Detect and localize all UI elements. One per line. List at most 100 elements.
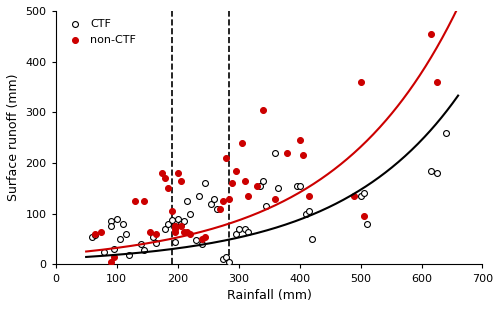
CTF (292, 184, 300, 188)
CTF (88, 234, 96, 239)
non-CTF (232, 168, 239, 173)
CTF (176, 222, 184, 226)
non-CTF (170, 224, 178, 229)
non-CTF (284, 150, 292, 155)
CTF (433, 171, 441, 176)
Y-axis label: Surface runoff (mm): Surface runoff (mm) (7, 74, 20, 201)
CTF (137, 242, 145, 247)
CTF (180, 219, 188, 224)
non-CTF (186, 231, 194, 236)
CTF (304, 209, 312, 214)
non-CTF (220, 199, 228, 204)
non-CTF (296, 138, 304, 143)
CTF (207, 201, 215, 206)
non-CTF (356, 79, 364, 84)
CTF (259, 178, 267, 183)
CTF (168, 217, 175, 222)
CTF (186, 211, 194, 216)
non-CTF (131, 199, 139, 204)
non-CTF (152, 231, 160, 236)
non-CTF (162, 176, 170, 181)
CTF (240, 226, 248, 231)
CTF (244, 229, 252, 234)
CTF (222, 254, 230, 259)
non-CTF (201, 234, 209, 239)
CTF (125, 253, 133, 258)
CTF (262, 204, 270, 209)
CTF (308, 237, 316, 242)
non-CTF (253, 184, 261, 188)
non-CTF (92, 231, 100, 236)
CTF (226, 260, 234, 265)
non-CTF (170, 226, 178, 231)
CTF (195, 193, 203, 198)
CTF (210, 196, 218, 201)
non-CTF (304, 193, 312, 198)
non-CTF (140, 199, 148, 204)
non-CTF (176, 178, 184, 183)
Legend: CTF, non-CTF: CTF, non-CTF (61, 16, 138, 48)
CTF (442, 130, 450, 135)
non-CTF (146, 229, 154, 234)
non-CTF (98, 229, 106, 234)
non-CTF (228, 181, 236, 186)
CTF (116, 237, 124, 242)
non-CTF (216, 206, 224, 211)
CTF (234, 226, 242, 231)
CTF (112, 216, 120, 221)
CTF (356, 193, 364, 198)
non-CTF (174, 171, 182, 176)
non-CTF (240, 178, 248, 183)
CTF (164, 222, 172, 226)
non-CTF (259, 107, 267, 112)
X-axis label: Rainfall (mm): Rainfall (mm) (226, 289, 312, 302)
non-CTF (168, 209, 175, 214)
CTF (100, 249, 108, 254)
non-CTF (164, 186, 172, 191)
CTF (106, 224, 114, 229)
CTF (140, 248, 148, 253)
non-CTF (183, 229, 191, 234)
CTF (360, 191, 368, 196)
CTF (162, 226, 170, 231)
CTF (201, 181, 209, 186)
CTF (192, 238, 200, 243)
CTF (92, 233, 100, 238)
non-CTF (110, 254, 118, 259)
CTF (183, 199, 191, 204)
CTF (118, 222, 126, 226)
CTF (296, 184, 304, 188)
CTF (362, 222, 370, 226)
non-CTF (106, 260, 114, 265)
non-CTF (158, 171, 166, 176)
CTF (152, 241, 160, 246)
CTF (198, 242, 206, 247)
CTF (274, 186, 282, 191)
non-CTF (350, 193, 358, 198)
CTF (213, 206, 221, 211)
non-CTF (244, 193, 252, 198)
CTF (220, 257, 228, 262)
non-CTF (433, 79, 441, 84)
non-CTF (222, 155, 230, 160)
CTF (426, 168, 434, 173)
CTF (170, 239, 178, 244)
CTF (174, 216, 182, 221)
CTF (122, 231, 130, 236)
CTF (170, 224, 178, 229)
CTF (232, 231, 239, 236)
non-CTF (180, 229, 188, 234)
CTF (271, 150, 279, 155)
CTF (106, 219, 114, 224)
non-CTF (176, 224, 184, 229)
non-CTF (170, 229, 178, 234)
non-CTF (198, 237, 206, 242)
non-CTF (271, 196, 279, 201)
non-CTF (426, 31, 434, 36)
non-CTF (226, 196, 234, 201)
non-CTF (238, 140, 246, 145)
CTF (302, 211, 310, 216)
CTF (149, 234, 157, 239)
CTF (256, 184, 264, 188)
non-CTF (298, 153, 306, 158)
